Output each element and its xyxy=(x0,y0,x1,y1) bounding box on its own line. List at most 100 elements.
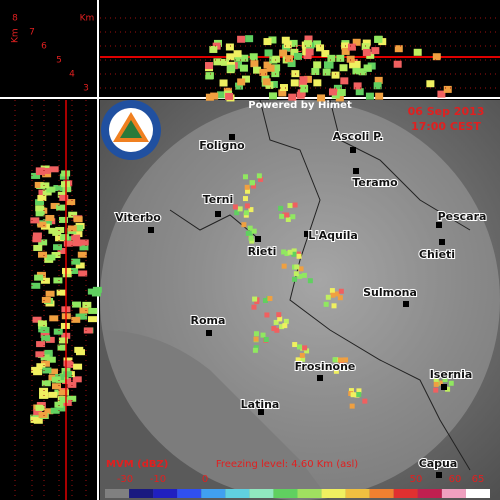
echo-cell xyxy=(281,36,290,44)
echo-cell xyxy=(50,202,60,209)
echo-cell xyxy=(281,249,287,255)
echo-cell xyxy=(352,60,361,68)
echo-cell xyxy=(45,214,55,221)
time: 17:00 CEST xyxy=(411,120,481,133)
echo-cell xyxy=(40,277,50,284)
echo-cell xyxy=(58,337,68,344)
scale-label: -30 xyxy=(117,474,133,485)
echo-cell xyxy=(67,225,77,232)
echo-cell xyxy=(244,184,250,190)
echo-cell xyxy=(325,294,331,300)
echo-cell xyxy=(249,238,255,244)
echo-cell xyxy=(57,191,67,198)
echo-cell xyxy=(35,351,45,358)
echo-cell xyxy=(281,263,287,269)
echo-cell xyxy=(287,203,293,209)
echo-cell xyxy=(37,320,47,327)
echo-cell xyxy=(74,224,84,231)
echo-cell xyxy=(279,84,288,92)
echo-cell xyxy=(242,174,248,180)
echo-cell xyxy=(225,92,234,100)
echo-cell xyxy=(34,274,44,281)
colorbar-cell xyxy=(225,489,250,498)
echo-cell xyxy=(235,82,244,90)
echo-cell xyxy=(305,48,314,56)
echo-cell xyxy=(59,173,69,180)
echo-cell xyxy=(273,319,279,325)
colorbar-cell xyxy=(177,489,202,498)
echo-cell xyxy=(437,380,443,386)
echo-cell xyxy=(35,167,45,174)
scale-label: 60 xyxy=(449,474,462,485)
city-label: Isernia xyxy=(430,368,473,381)
city-marker xyxy=(229,134,235,140)
echo-cell xyxy=(33,369,43,376)
echo-cell xyxy=(55,235,65,242)
echo-cell xyxy=(249,53,258,61)
echo-cell xyxy=(333,84,342,92)
echo-cell xyxy=(251,183,257,189)
echo-cell xyxy=(75,349,85,356)
echo-cell xyxy=(51,376,61,383)
date: 06 Sep 2013 xyxy=(408,105,485,118)
echo-cell xyxy=(302,345,308,351)
echo-cell xyxy=(252,347,258,353)
city-marker xyxy=(439,239,445,245)
echo-cell xyxy=(289,39,298,47)
echo-cell xyxy=(253,66,262,74)
echo-cell xyxy=(37,221,47,228)
echo-cell xyxy=(327,54,336,62)
freezing-level: Freezing level: 4.60 Km (asl) xyxy=(216,459,358,470)
city-label: Viterbo xyxy=(115,211,161,224)
scale-label: 0 xyxy=(202,474,208,485)
city-marker xyxy=(215,211,221,217)
echo-cell xyxy=(371,47,380,55)
echo-cell xyxy=(317,94,326,102)
scale-label: -10 xyxy=(150,474,166,485)
echo-cell xyxy=(36,363,46,370)
echo-cell xyxy=(68,211,78,218)
echo-cell xyxy=(42,171,52,178)
echo-cell xyxy=(374,76,383,84)
echo-cell xyxy=(42,219,52,226)
echo-cell xyxy=(254,299,260,305)
echo-cell xyxy=(245,35,254,43)
echo-cell xyxy=(41,335,51,342)
echo-cell xyxy=(304,35,313,43)
product: MVM (dBZ) xyxy=(106,459,168,470)
echo-cell xyxy=(363,64,372,72)
echo-cell xyxy=(42,367,52,374)
echo-cell xyxy=(79,307,89,314)
echo-cell xyxy=(348,388,354,394)
echo-cell xyxy=(340,77,349,85)
echo-cell xyxy=(299,352,305,358)
sea xyxy=(100,330,330,500)
echo-cell xyxy=(38,411,48,418)
echo-cell xyxy=(353,82,362,90)
echo-cell xyxy=(233,50,242,58)
echo-cell xyxy=(346,55,355,63)
echo-cell xyxy=(299,76,308,84)
echo-cell xyxy=(69,267,79,274)
echo-cell xyxy=(57,247,67,254)
echo-cell xyxy=(259,68,268,76)
echo-cell xyxy=(313,40,322,48)
echo-cell xyxy=(67,395,77,402)
echo-cell xyxy=(87,316,97,323)
echo-cell xyxy=(75,262,85,269)
echo-cell xyxy=(83,327,93,334)
echo-cell xyxy=(313,79,322,87)
echo-cell xyxy=(413,48,422,56)
echo-cell xyxy=(426,80,435,88)
echo-cell xyxy=(46,254,56,261)
echo-cell xyxy=(241,75,250,83)
echo-cell xyxy=(44,408,54,415)
echo-cell xyxy=(341,365,347,371)
echo-cell xyxy=(40,182,50,189)
echo-cell xyxy=(45,336,55,343)
echo-cell xyxy=(45,290,55,297)
echo-cell xyxy=(292,202,298,208)
echo-cell xyxy=(256,173,262,179)
echo-cell xyxy=(40,360,50,367)
height-label: 6 xyxy=(41,42,47,52)
